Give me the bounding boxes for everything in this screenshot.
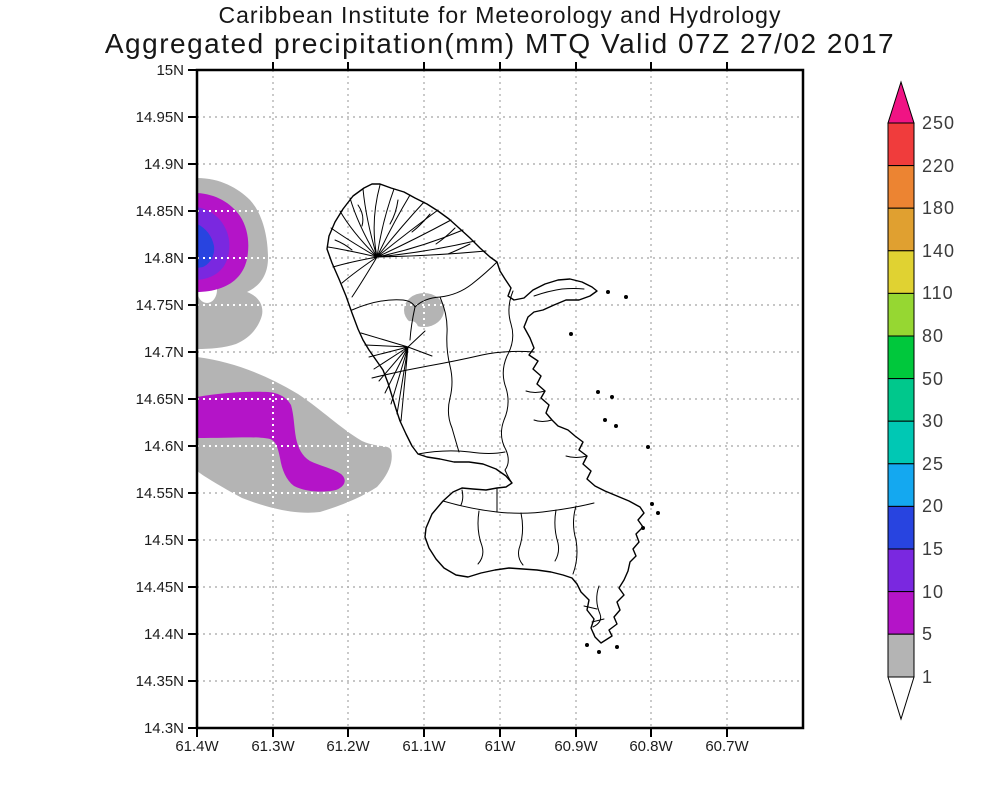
x-axis-labels: 61.4W 61.3W 61.2W 61.1W 61W 60.9W 60.8W … bbox=[175, 738, 749, 755]
x-tick-label: 61.1W bbox=[402, 738, 446, 755]
y-tick-label: 14.3N bbox=[144, 720, 184, 737]
x-tick-label: 61.4W bbox=[175, 738, 219, 755]
y-tick-label: 14.8N bbox=[144, 250, 184, 267]
plot-title: Aggregated precipitation(mm) MTQ Valid 0… bbox=[104, 28, 896, 59]
x-tick-label: 61W bbox=[485, 738, 517, 755]
colorbar-segment bbox=[887, 633, 915, 678]
x-tick-label: 61.3W bbox=[251, 738, 295, 755]
y-tick-label: 14.35N bbox=[136, 673, 184, 690]
y-tick-label: 14.9N bbox=[144, 156, 184, 173]
title-block: Caribbean Institute for Meteorology and … bbox=[0, 0, 1000, 58]
colorbar-label: 220 bbox=[922, 156, 955, 176]
colorbar-segment bbox=[887, 207, 915, 252]
colorbar-labels: 250 220 180 140 110 80 50 30 25 20 15 10… bbox=[922, 113, 955, 687]
colorbar-segment bbox=[887, 378, 915, 422]
colorbar-under-arrow bbox=[887, 676, 915, 721]
y-tick-label: 14.75N bbox=[136, 297, 184, 314]
colorbar-segment bbox=[887, 335, 915, 380]
y-tick-label: 14.4N bbox=[144, 626, 184, 643]
colorbar-segment bbox=[887, 122, 915, 167]
y-axis-labels: 15N 14.95N 14.9N 14.85N 14.8N 14.75N 14.… bbox=[136, 62, 184, 737]
colorbar-segment bbox=[887, 420, 915, 465]
colorbar-label: 15 bbox=[922, 539, 944, 559]
axis-ticks bbox=[188, 62, 728, 737]
colorbar-label: 180 bbox=[922, 198, 955, 218]
colorbar-over-arrow bbox=[887, 80, 915, 124]
colorbar-label: 10 bbox=[922, 582, 944, 602]
colorbar-label: 80 bbox=[922, 326, 944, 346]
colorbar-label: 110 bbox=[922, 283, 954, 303]
colorbar-segment bbox=[887, 292, 915, 337]
x-tick-label: 60.7W bbox=[705, 738, 749, 755]
colorbar-label: 20 bbox=[922, 496, 944, 516]
precip-area-north bbox=[197, 178, 268, 349]
colorbar-label: 140 bbox=[922, 241, 955, 261]
x-tick-label: 61.2W bbox=[326, 738, 370, 755]
watershed-boundaries bbox=[327, 184, 605, 628]
y-tick-label: 14.6N bbox=[144, 438, 184, 455]
colorbar: 250 220 180 140 110 80 50 30 25 20 15 10… bbox=[887, 80, 955, 721]
colorbar-label: 30 bbox=[922, 411, 944, 431]
colorbar-segment bbox=[887, 165, 915, 209]
colorbar-segment bbox=[887, 591, 915, 635]
colorbar-label: 1 bbox=[922, 667, 933, 687]
colorbar-segment bbox=[887, 505, 915, 550]
colorbar-label: 50 bbox=[922, 369, 944, 389]
y-tick-label: 14.65N bbox=[136, 391, 184, 408]
y-tick-label: 15N bbox=[156, 62, 184, 79]
y-tick-label: 14.95N bbox=[136, 109, 184, 126]
x-tick-label: 60.9W bbox=[554, 738, 598, 755]
institute-title: Caribbean Institute for Meteorology and … bbox=[218, 2, 782, 28]
colorbar-segment bbox=[887, 250, 915, 294]
precip-area-south bbox=[197, 357, 392, 513]
colorbar-label: 5 bbox=[922, 624, 933, 644]
islets bbox=[569, 290, 660, 654]
x-tick-label: 60.8W bbox=[629, 738, 673, 755]
y-tick-label: 14.7N bbox=[144, 344, 184, 361]
colorbar-segment bbox=[887, 463, 915, 507]
colorbar-label: 250 bbox=[922, 113, 955, 133]
gridlines-over-shading bbox=[197, 210, 444, 514]
y-tick-label: 14.5N bbox=[144, 532, 184, 549]
y-tick-label: 14.85N bbox=[136, 203, 184, 220]
y-tick-label: 14.55N bbox=[136, 485, 184, 502]
precip-south-5-10 bbox=[197, 391, 345, 492]
colorbar-segment bbox=[887, 548, 915, 593]
colorbar-label: 25 bbox=[922, 454, 944, 474]
y-tick-label: 14.45N bbox=[136, 579, 184, 596]
